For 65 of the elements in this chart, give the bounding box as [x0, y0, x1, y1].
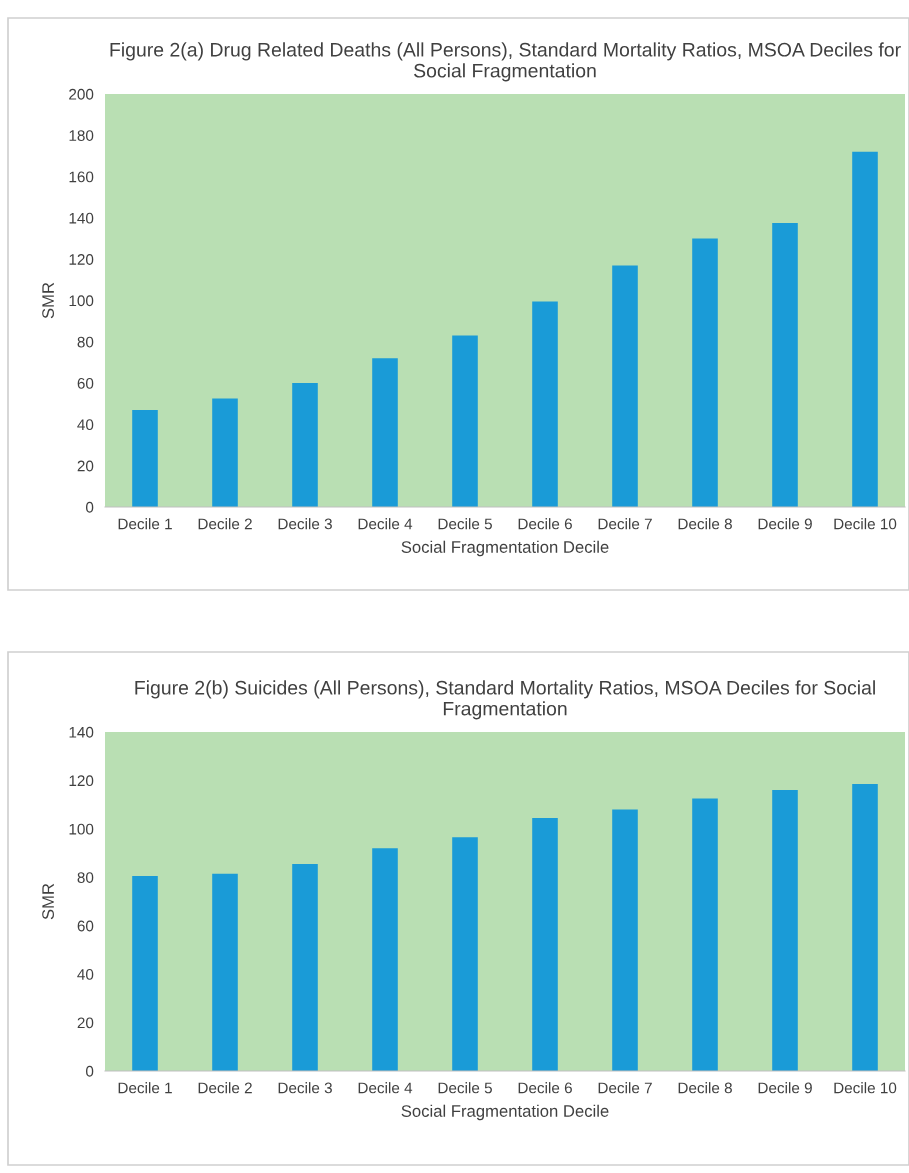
- y-tick-label: 180: [69, 130, 94, 141]
- y-tick-label: 60: [77, 920, 94, 932]
- x-tick-label: Decile 8: [678, 1082, 732, 1094]
- x-tick-label: Decile 5: [438, 1082, 492, 1094]
- y-tick-label: 80: [77, 872, 94, 883]
- x-tick-label: Decile 7: [598, 1082, 652, 1094]
- y-tick-label: 80: [77, 336, 94, 348]
- bar: [292, 383, 318, 507]
- x-tick-label: Decile 6: [518, 518, 572, 530]
- bar: [612, 809, 638, 1071]
- y-axis-title: SMR: [42, 883, 54, 920]
- bar: [532, 817, 558, 1071]
- y-tick-label: 120: [69, 775, 94, 787]
- x-tick-label: Decile 8: [678, 518, 732, 530]
- bar: [212, 873, 238, 1071]
- bar: [852, 784, 878, 1071]
- x-tick-label: Decile 4: [358, 1082, 413, 1094]
- y-tick-label: 60: [77, 377, 94, 389]
- x-axis-title: Social Fragmentation Decile: [401, 1104, 609, 1121]
- x-tick-label: Decile 2: [198, 518, 252, 530]
- y-tick-label: 140: [69, 726, 94, 738]
- bar: [852, 151, 878, 507]
- x-tick-label: Decile 3: [278, 1082, 332, 1094]
- bar: [772, 790, 798, 1071]
- bar: [132, 876, 158, 1071]
- y-tick-label: 160: [69, 171, 94, 183]
- chart-title: Figure 2(a) Drug Related Deaths (All Persons), Standard Mortality Ratios, MSOA Deciles for Social Fragmentation: [110, 42, 901, 82]
- y-tick-label: 40: [77, 419, 94, 431]
- bar: [532, 301, 558, 507]
- x-tick-label: Decile 1: [118, 1082, 172, 1094]
- x-axis-title: Social Fragmentation Decile: [401, 540, 609, 557]
- bar: [692, 238, 718, 507]
- bar: [452, 837, 478, 1071]
- y-tick-label: 200: [69, 88, 94, 100]
- bar: [132, 409, 158, 507]
- y-tick-label: 20: [77, 1017, 94, 1029]
- bar: [372, 358, 398, 507]
- x-tick-label: Decile 9: [758, 518, 812, 530]
- y-tick-label: 0: [85, 501, 94, 513]
- y-tick-label: 140: [69, 212, 94, 224]
- x-tick-label: Decile 3: [278, 518, 332, 530]
- y-tick-label: 100: [69, 295, 94, 307]
- x-tick-label: Decile 1: [118, 518, 172, 530]
- y-tick-label: 100: [69, 823, 94, 835]
- bar: [692, 798, 718, 1071]
- x-tick-label: Decile 7: [598, 518, 652, 530]
- y-tick-label: 40: [77, 969, 94, 980]
- x-tick-label: Decile 6: [518, 1082, 572, 1094]
- bar: [372, 848, 398, 1071]
- bar: [452, 335, 478, 507]
- y-axis-title: SMR: [42, 282, 54, 319]
- x-tick-label: Decile 5: [438, 518, 492, 530]
- bar: [612, 265, 638, 507]
- y-tick-label: 120: [69, 254, 94, 265]
- x-tick-label: Decile 2: [198, 1082, 252, 1094]
- bar: [772, 223, 798, 507]
- x-tick-label: Decile 9: [758, 1082, 812, 1094]
- bar: [292, 863, 318, 1071]
- y-tick-label: 20: [77, 460, 94, 472]
- x-tick-label: Decile 4: [358, 518, 413, 530]
- chart-title: Figure 2(b) Suicides (All Persons), Standard Mortality Ratios, MSOA Deciles for Social Fragmentation: [135, 680, 875, 720]
- x-tick-label: Decile 10: [834, 518, 897, 530]
- x-tick-label: Decile 10: [834, 1082, 897, 1094]
- bar: [212, 398, 238, 507]
- y-tick-label: 0: [85, 1065, 94, 1077]
